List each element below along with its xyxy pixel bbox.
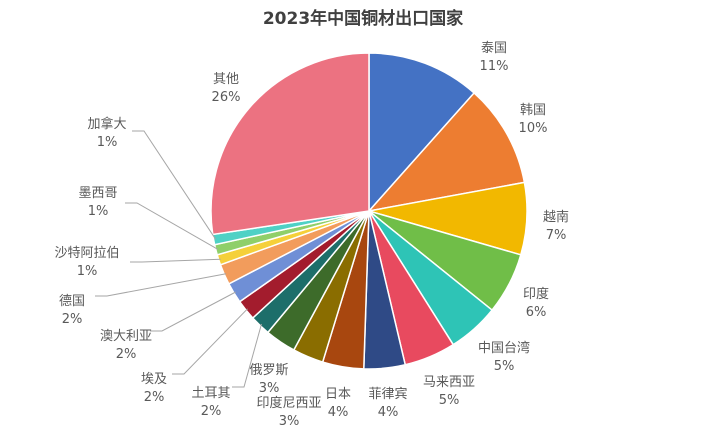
slice-percent-16: 1%	[97, 135, 118, 150]
slice-label-4: 中国台湾	[478, 340, 530, 356]
leader-line-15	[125, 202, 219, 250]
labels-group: 泰国 11% 韩国 10% 越南 7% 印度 6% 中国台湾 5% 马来西亚 5% 菲律宾 4% 日本 4% 印…	[54, 41, 569, 429]
slice-label-3: 印度	[523, 286, 549, 302]
slice-label-7: 日本	[325, 387, 351, 402]
slice-label-12: 澳大利亚	[100, 328, 152, 344]
slice-label-6: 菲律宾	[368, 386, 407, 402]
slice-label-1: 韩国	[520, 103, 546, 118]
leader-line-11	[172, 308, 248, 375]
leader-line-16	[132, 130, 217, 240]
slice-label-2: 越南	[543, 209, 569, 225]
slice-label-16: 加拿大	[87, 116, 126, 132]
slice-percent-1: 10%	[519, 121, 548, 136]
slice-percent-12: 2%	[116, 347, 137, 362]
slice-label-14: 沙特阿拉伯	[54, 246, 119, 261]
leader-line-14	[130, 258, 221, 263]
slice-percent-0: 11%	[480, 59, 509, 74]
pie-slice-1	[366, 91, 526, 213]
slice-percent-11: 2%	[144, 390, 165, 405]
slice-label-11: 埃及	[141, 372, 167, 387]
slice-percent-13: 2%	[62, 312, 83, 327]
leader-line-12	[150, 291, 236, 332]
slice-percent-14: 1%	[77, 264, 98, 279]
slice-percent-7: 4%	[328, 405, 349, 420]
slice-percent-8: 3%	[279, 414, 300, 429]
slice-percent-4: 5%	[494, 359, 515, 374]
slice-label-15: 墨西哥	[78, 186, 117, 201]
slice-percent-15: 1%	[88, 204, 109, 219]
leader-lines-group	[95, 130, 262, 388]
slice-percent-2: 7%	[546, 228, 567, 243]
slice-label-5: 马来西亚	[423, 375, 475, 390]
leader-line-13	[95, 273, 227, 297]
slice-percent-3: 6%	[526, 305, 547, 320]
pie-slice-0	[368, 52, 476, 213]
slice-label-13: 德国	[59, 294, 85, 309]
slice-label-10: 土耳其	[191, 386, 230, 401]
slice-label-9: 俄罗斯	[249, 363, 288, 378]
pie-slice-17	[210, 52, 370, 236]
slice-label-0: 泰国	[481, 41, 507, 56]
slice-percent-6: 4%	[378, 405, 399, 420]
leader-line-10	[232, 323, 262, 388]
slice-percent-17: 26%	[212, 90, 241, 105]
slices-group	[210, 52, 528, 370]
slice-percent-5: 5%	[439, 393, 460, 408]
slice-label-8: 印度尼西亚	[256, 395, 321, 411]
chart-title: 2023年中国铜材出口国家	[263, 8, 463, 29]
slice-label-17: 其他	[213, 72, 239, 87]
slice-percent-10: 2%	[201, 404, 222, 419]
slice-percent-9: 3%	[259, 381, 280, 396]
